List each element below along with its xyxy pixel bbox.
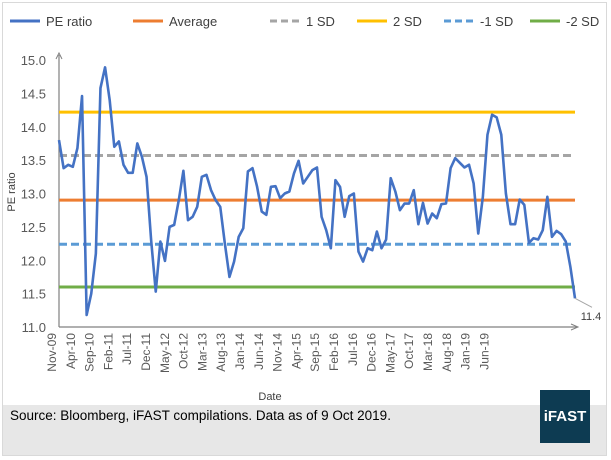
x-tick-label: Nov-14 [271,333,285,372]
y-tick-label: 11.5 [22,287,46,302]
x-tick-label: May-12 [158,333,172,373]
x-tick-label: Aug-18 [440,333,454,372]
y-axis: 11.0 11.5 12.0 12.5 13.0 13.5 14.0 14.5 15.0 [21,51,63,335]
y-axis-arrow-icon [55,51,63,60]
x-tick-label: Jul-16 [346,333,360,366]
y-tick-label: 11.0 [22,320,46,335]
series: 11.4 [57,66,602,323]
x-tick-label: Feb-16 [327,333,341,371]
pe-ratio-chart: PE ratio Average 1 SD 2 SD -1 SD -2 SD 11.011… [6,14,602,403]
legend-label: 2 SD [393,14,422,29]
data-label-leader [574,297,593,308]
x-axis: Nov-09 Apr-10 Sep-10 Feb-11 Jul-11 Dec-11 May-… [45,323,580,373]
x-tick-label: Nov-09 [45,333,59,372]
source-note: Source: Bloomberg, iFAST compilations. D… [10,408,391,423]
legend-label: PE ratio [46,14,92,29]
x-tick-label: Jan-19 [459,333,473,370]
legend-label: -1 SD [480,14,513,29]
footer-band [3,405,606,455]
y-tick-label: 12.5 [21,220,46,235]
legend: PE ratio Average 1 SD 2 SD -1 SD -2 SD [10,14,599,29]
x-tick-label: Feb-11 [101,333,115,370]
y-tick-label: 12.0 [21,253,46,268]
y-axis-title: PE ratio [6,172,18,211]
x-tick-label: Sep-15 [308,333,322,372]
x-tick-label: Mar-18 [421,333,435,371]
legend-label: -2 SD [566,14,599,29]
x-tick-label: Jul-11 [120,333,134,365]
x-tick-label: Apr-15 [289,333,303,369]
x-axis-title: Date [258,391,281,403]
x-tick-label: Apr-10 [64,333,78,369]
x-tick-label: Dec-16 [365,333,379,372]
x-tick-label: May-17 [383,333,397,373]
y-tick-label: 13.5 [21,153,46,168]
x-tick-label: Oct-17 [402,333,416,369]
x-tick-label: Sep-10 [83,333,97,372]
y-tick-label: 14.0 [21,120,46,135]
pe-ratio-line [57,66,577,317]
ifast-logo: iFAST [540,390,590,443]
y-tick-label: 14.5 [21,86,46,101]
legend-label: 1 SD [306,14,335,29]
x-tick-label: Jun-19 [477,333,491,370]
chart-frame [2,2,607,456]
x-tick-label: Jan-14 [233,333,247,370]
x-tick-label: Mar-13 [195,333,209,371]
y-tick-label: 15.0 [21,53,46,68]
legend-label: Average [169,14,217,29]
x-tick-label: Jun-14 [252,333,266,370]
x-tick-label: Oct-12 [177,333,191,369]
x-tick-label: Dec-11 [139,333,153,371]
y-tick-label: 13.0 [21,187,46,202]
x-tick-label: Aug-13 [214,333,228,372]
reference-lines [59,110,575,289]
x-axis-arrow-icon [570,323,580,331]
last-value-label: 11.4 [581,311,602,323]
